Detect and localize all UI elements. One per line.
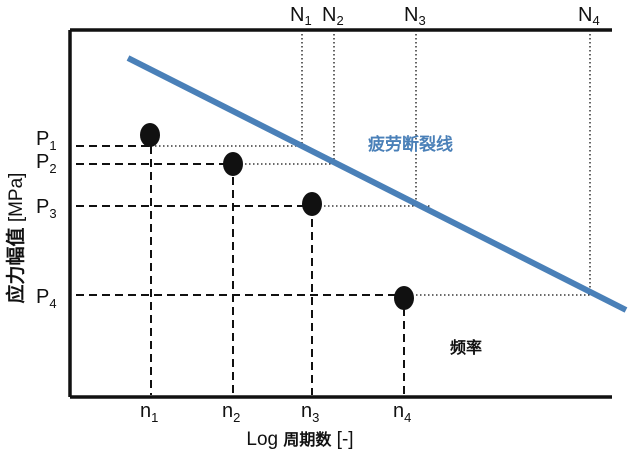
top-label-n4: N4	[578, 4, 600, 28]
point-2	[223, 152, 243, 176]
left-label-p2: P2	[36, 151, 57, 176]
left-label-p4: P4	[36, 286, 57, 311]
frequency-label: 频率	[450, 338, 482, 357]
x-axis-title: Log 周期数 [-]	[246, 429, 353, 450]
bottom-label-n2: n2	[222, 400, 240, 425]
left-label-p1: P1	[36, 128, 57, 153]
fatigue-line-label: 疲劳断裂线	[368, 134, 453, 155]
y-axis-title: 应力幅值 [MPa]	[4, 173, 27, 304]
bottom-label-n4: n4	[393, 400, 411, 425]
top-label-n3: N3	[404, 4, 426, 28]
top-label-n2: N2	[322, 4, 344, 28]
fatigue-fracture-line	[126, 55, 628, 313]
point-3	[302, 192, 322, 216]
point-1	[140, 123, 160, 147]
bottom-label-n1: n1	[140, 400, 158, 425]
top-label-n1: N1	[290, 4, 312, 28]
left-label-p3: P3	[36, 196, 57, 221]
point-4	[394, 286, 414, 310]
bottom-label-n3: n3	[301, 400, 319, 425]
